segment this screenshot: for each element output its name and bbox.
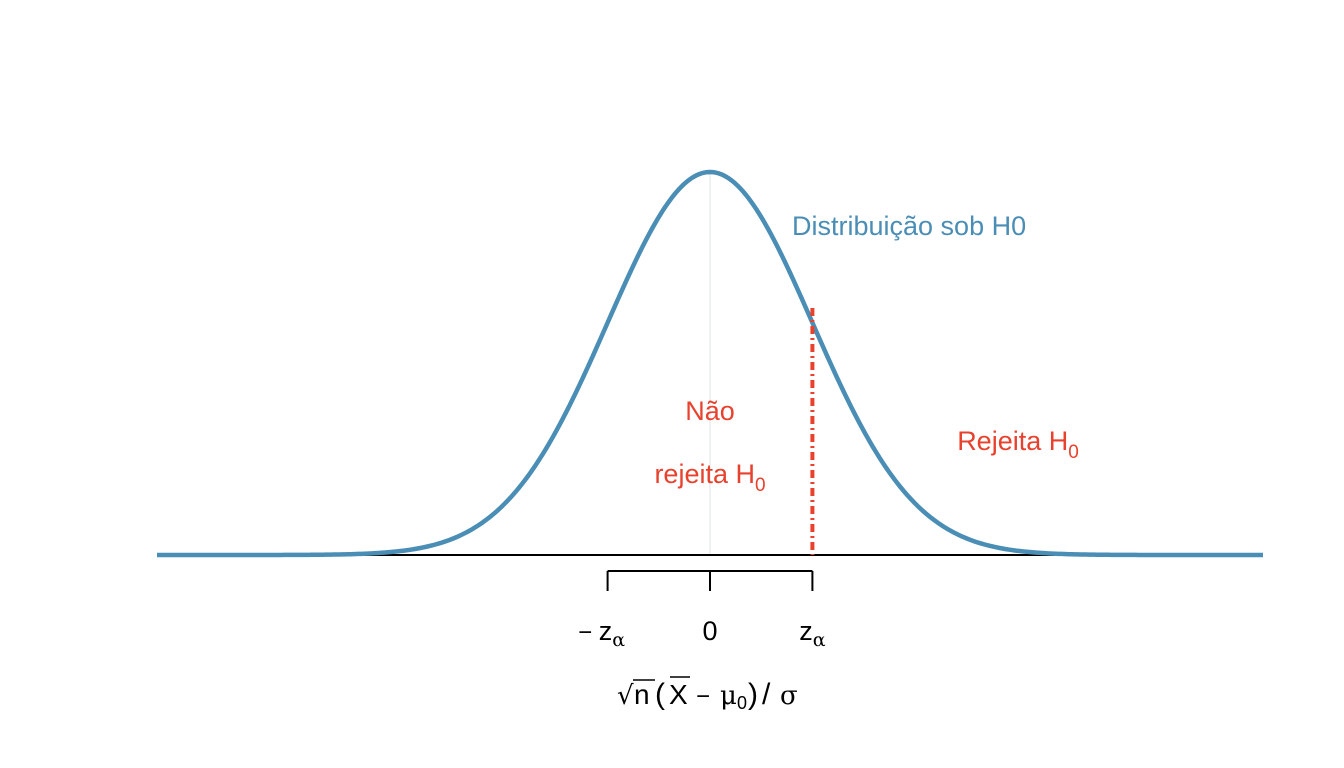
normal-density-curve	[157, 169, 1263, 558]
reject-subscript: 0	[1068, 442, 1079, 463]
xlabel-mu-sub: 0	[737, 693, 747, 713]
curve-label: Distribuição sob H0	[792, 211, 1026, 241]
reject-label: Rejeita H0	[957, 426, 1079, 463]
xlabel-close-paren: )	[748, 678, 758, 711]
xlabel-slash: /	[762, 678, 771, 711]
xlabel-minus: −	[696, 683, 710, 710]
x-axis-label: √ n ( X − μ 0 ) / σ	[617, 676, 798, 713]
x-tick-label: zα	[799, 616, 826, 651]
not-reject-label-line1: Não	[685, 396, 735, 426]
xlabel-mu: μ	[720, 681, 737, 711]
not-reject-subscript: 0	[755, 475, 766, 496]
x-axis: − zα 0 zα	[578, 570, 826, 651]
sqrt-symbol: √	[617, 681, 634, 711]
xlabel-n: n	[634, 679, 650, 710]
xlabel-sigma: σ	[780, 681, 798, 711]
xlabel-xbar: X	[669, 679, 688, 710]
x-tick-label: − zα	[578, 616, 625, 651]
not-reject-label-line2: rejeita H0	[654, 459, 765, 496]
xlabel-open-paren: (	[655, 678, 665, 711]
x-tick-label: 0	[702, 616, 717, 646]
